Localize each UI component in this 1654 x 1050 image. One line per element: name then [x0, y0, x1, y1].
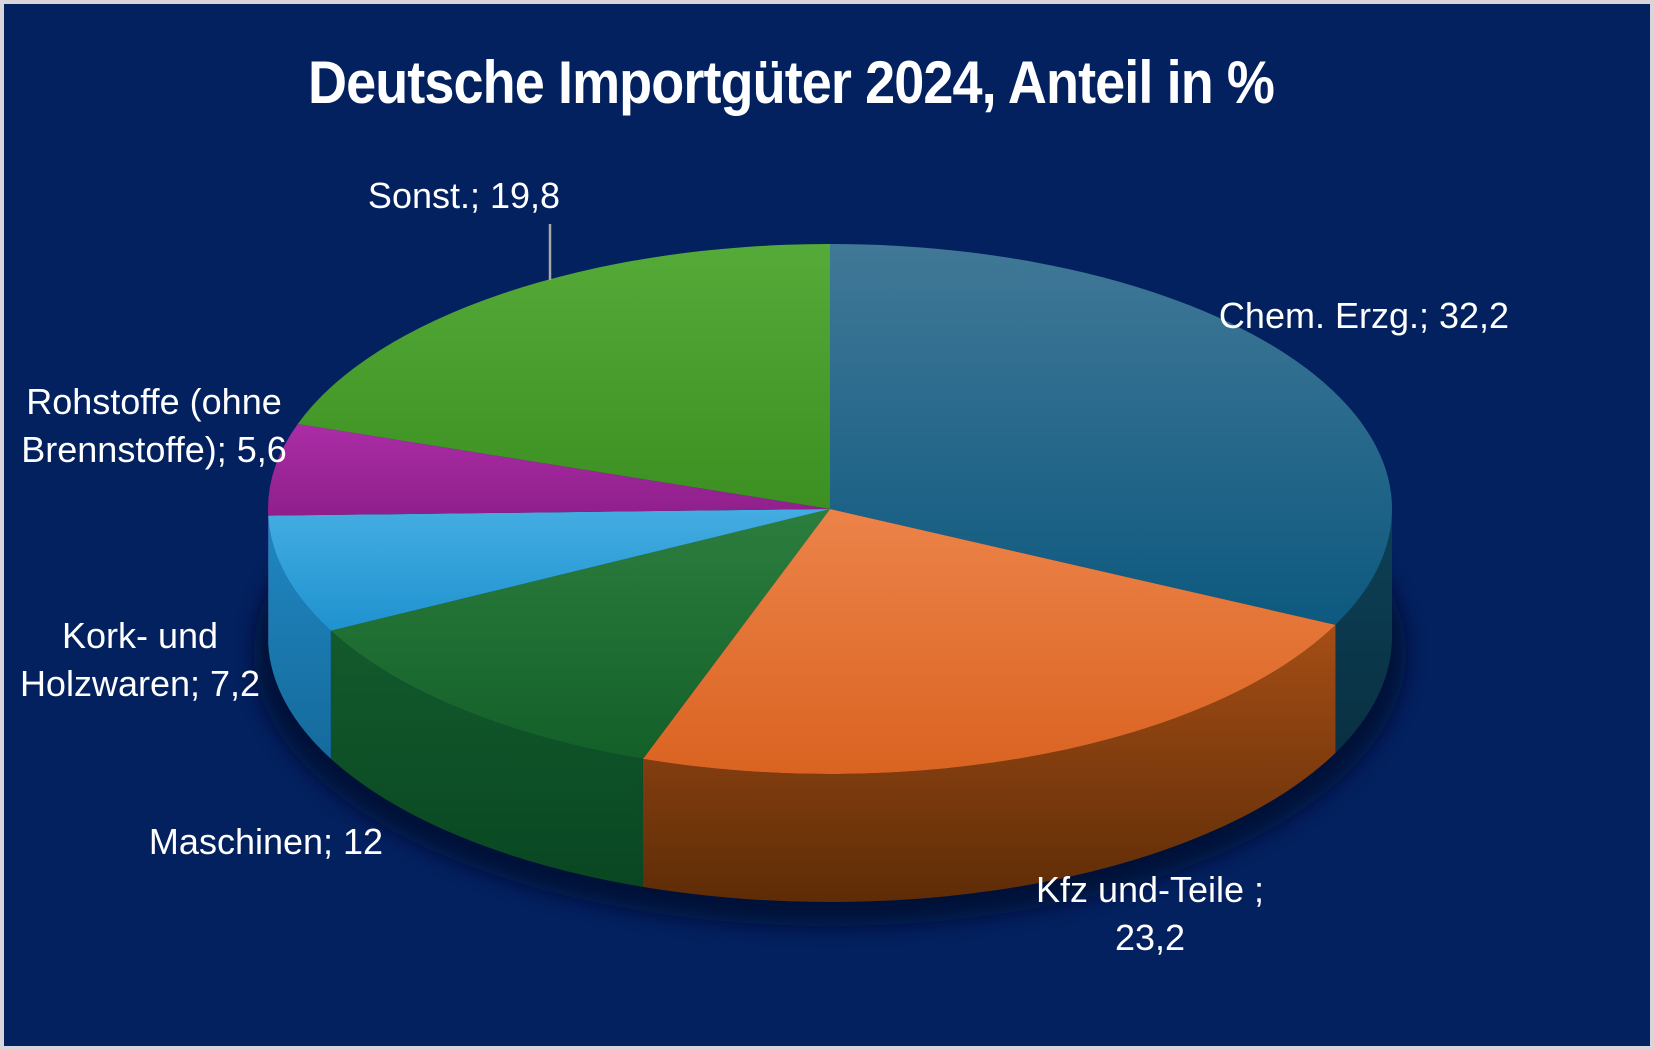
slice-label-kfz: Kfz und-Teile ; 23,2	[1036, 866, 1264, 962]
slice-label-sonstige: Sonst.; 19,8	[367, 175, 561, 216]
pie-slice-kfz-und-teile	[642, 509, 1336, 775]
slice-label-kfz-line1: Kfz und-Teile ;	[1035, 869, 1265, 910]
chart-title: Deutsche Importgüter 2024, Anteil in %	[307, 49, 1275, 116]
slice-label-kork-holzwaren: Kork- und Holzwaren; 7,2	[20, 612, 260, 708]
pie-slice-side-chem-erzg	[1335, 509, 1392, 753]
pie-slice-kork-und-holzwaren	[268, 509, 830, 631]
slice-label-maschinen: Maschinen; 12	[148, 821, 384, 862]
slice-label-kork-line2: Holzwaren; 7,2	[19, 663, 261, 704]
pie-chart-3d	[254, 224, 1406, 926]
pie-slice-chem-erzg	[830, 244, 1392, 625]
pie-slice-rohstoffe-ohne-brennstoffe	[268, 423, 830, 516]
pie-slice-side-kork-und-holzwaren	[268, 515, 331, 759]
pie-slice-maschinen	[330, 509, 830, 759]
slice-label-rohstoffe: Rohstoffe (ohne Brennstoffe); 5,6	[21, 378, 287, 474]
pie-slice-side-kfz-und-teile	[642, 624, 1336, 902]
pie-slice-side-maschinen	[330, 630, 643, 887]
slice-label-chem-erzg: Chem. Erzg.; 32,2	[1218, 295, 1510, 336]
slice-label-rohstoffe-line1: Rohstoffe (ohne	[26, 381, 282, 422]
pie-slice-sonst	[297, 244, 831, 509]
slice-label-kfz-line2: 23,2	[1114, 917, 1186, 958]
slice-label-kork-line1: Kork- und	[61, 615, 219, 656]
slice-label-rohstoffe-line2: Brennstoffe); 5,6	[21, 429, 287, 470]
